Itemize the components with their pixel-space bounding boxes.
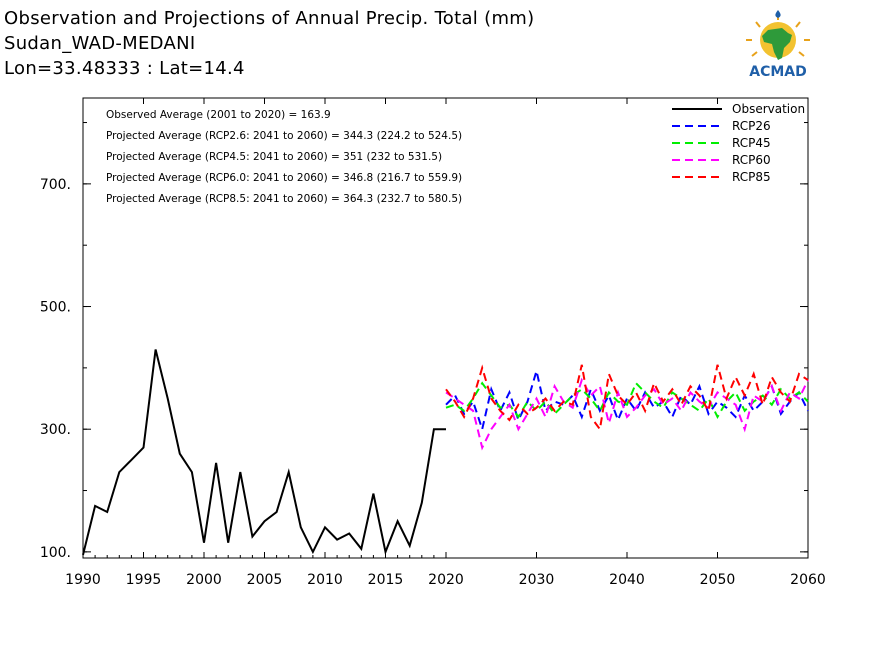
x-tick-label: 1995: [126, 572, 162, 588]
stat-annotation: Projected Average (RCP2.6: 2041 to 2060)…: [106, 130, 462, 142]
x-tick-label: 2015: [368, 572, 404, 588]
stat-annotation: Projected Average (RCP4.5: 2041 to 2060)…: [106, 151, 442, 163]
y-axis: 100. 300. 500. 700.: [40, 122, 808, 561]
x-tick-label: 2060: [790, 572, 826, 588]
x-tick-label: 2030: [519, 572, 555, 588]
plot-frame: [82, 97, 809, 559]
legend: Observation RCP26 RCP45 RCP60 RCP85: [672, 102, 805, 184]
annotations: Observed Average (2001 to 2020) = 163.9 P…: [106, 109, 462, 205]
x-tick-label: 2040: [609, 572, 645, 588]
series-layer: [82, 349, 809, 556]
y-tick-label: 100.: [40, 545, 71, 561]
legend-label: RCP26: [732, 119, 771, 133]
x-tick-label: 2005: [247, 572, 283, 588]
stat-annotation: Projected Average (RCP6.0: 2041 to 2060)…: [106, 172, 462, 184]
series-line-observation: [82, 349, 446, 556]
y-tick-label: 300.: [40, 422, 71, 438]
legend-label: RCP60: [732, 153, 771, 167]
station-coordinates: Lon=33.48333 : Lat=14.4: [4, 58, 245, 79]
x-axis: 1990 1995 2000 2005 2010 2015 2020 2030 2040 2050…: [65, 98, 826, 588]
y-tick-label: 500.: [40, 300, 71, 316]
x-tick-label: 2000: [186, 572, 222, 588]
legend-label: RCP85: [732, 170, 771, 184]
stat-annotation: Observed Average (2001 to 2020) = 163.9: [106, 109, 331, 121]
series-line-rcp26: [445, 366, 809, 433]
legend-label: Observation: [732, 102, 805, 116]
legend-label: RCP45: [732, 136, 771, 150]
chart-title: Observation and Projections of Annual Pr…: [4, 8, 535, 29]
series-line-rcp60: [445, 377, 809, 451]
stat-annotation: Projected Average (RCP8.5: 2041 to 2060)…: [106, 193, 462, 205]
acmad-logo: ACMAD: [738, 8, 818, 84]
series-line-rcp85: [445, 364, 809, 432]
africa-sun-logo-icon: [746, 10, 810, 60]
x-tick-label: 1990: [65, 572, 101, 588]
acmad-logo-text: ACMAD: [749, 64, 807, 80]
x-tick-label: 2050: [700, 572, 736, 588]
series-line-rcp45: [445, 381, 809, 420]
station-name: Sudan_WAD-MEDANI: [4, 33, 196, 54]
x-tick-label: 2020: [428, 572, 464, 588]
y-tick-label: 700.: [40, 177, 71, 193]
x-tick-label: 2010: [307, 572, 343, 588]
